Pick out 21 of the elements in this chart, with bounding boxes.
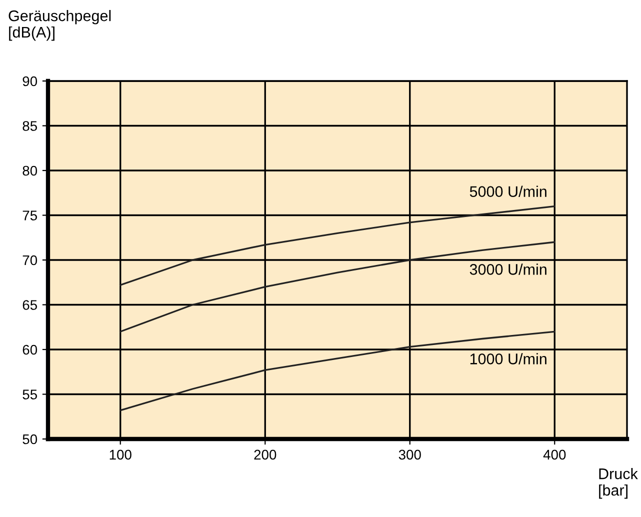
y-tick-label: 90 (22, 76, 38, 86)
series-label: 3000 U/min (470, 264, 546, 275)
x-axis-title: Druck [bar] (599, 468, 638, 499)
y-tick-label: 85 (22, 121, 38, 131)
y-tick-label: 80 (22, 166, 38, 176)
y-tick-label: 50 (22, 434, 38, 444)
y-tick-label: 65 (22, 300, 38, 310)
y-tick-label: 75 (22, 210, 38, 220)
x-tick-label: 400 (543, 450, 566, 460)
line-series (120, 205, 556, 286)
x-tick-label: 100 (110, 450, 132, 460)
series-label: 1000 U/min (470, 353, 546, 364)
y-tick-label: 60 (22, 344, 38, 355)
y-tick-label: 55 (22, 390, 38, 400)
line-series (120, 241, 556, 332)
x-tick-label: 300 (398, 450, 421, 460)
y-tick-label: 70 (22, 255, 38, 266)
y-axis-title: Geräuschpegel [dB(A)] (8, 10, 111, 41)
series-label: 5000 U/min (470, 186, 546, 197)
x-tick-label: 200 (254, 450, 276, 460)
line-series (120, 330, 556, 412)
